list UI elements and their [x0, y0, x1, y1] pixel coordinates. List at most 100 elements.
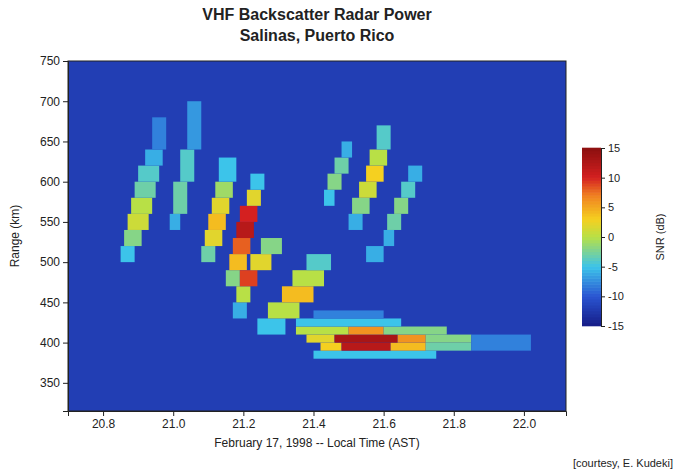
- heat-cell: [173, 182, 187, 214]
- colorbar-tick-label: 10: [608, 172, 620, 184]
- x-axis-title: February 17, 1998 -- Local Time (AST): [214, 436, 419, 450]
- heat-cell: [306, 335, 334, 343]
- plot-area: [68, 61, 566, 411]
- heat-cell: [342, 141, 353, 157]
- heat-cell: [426, 335, 472, 343]
- heat-cell: [124, 230, 142, 246]
- heat-cell: [121, 246, 135, 262]
- heat-cell: [366, 166, 384, 182]
- y-axis-tick-label: 500: [40, 255, 60, 269]
- heat-cell: [296, 327, 349, 335]
- x-axis-tick-label: 21.8: [443, 417, 467, 431]
- heat-cell: [250, 254, 271, 270]
- heat-cell: [321, 343, 342, 351]
- colorbar-axis-line: [602, 149, 606, 327]
- colorbar-tick: -5: [601, 261, 618, 273]
- x-axis-tick-label: 22.0: [513, 417, 537, 431]
- heat-cell: [229, 254, 247, 270]
- heat-cell: [268, 302, 300, 318]
- colorbar-tick-label: 5: [608, 201, 614, 213]
- y-axis-tick: 550: [40, 215, 68, 229]
- y-axis-tick-mark: [63, 302, 68, 303]
- colorbar-tick: 15: [601, 142, 620, 154]
- x-axis-tick-label: 20.8: [92, 417, 116, 431]
- heat-cell: [226, 270, 240, 286]
- colorbar-tick-label: -15: [608, 320, 624, 332]
- x-axis-tick: 22.0: [513, 411, 537, 431]
- heat-cell: [131, 198, 152, 214]
- x-axis-tick: 21.2: [232, 411, 256, 431]
- heat-cell: [352, 198, 370, 214]
- y-axis-tick-label: 650: [40, 135, 60, 149]
- colorbar-tick-mark: [601, 326, 605, 327]
- y-axis-tick-mark: [63, 101, 68, 102]
- heat-cell: [471, 335, 531, 351]
- colorbar-tick-label: -5: [608, 261, 618, 273]
- heat-cell: [205, 230, 223, 246]
- heat-cell: [233, 238, 251, 254]
- heat-cell: [138, 166, 159, 182]
- colorbar-tick-label: 0: [608, 231, 614, 243]
- heat-cell: [349, 214, 363, 230]
- x-axis-tick-mark: [313, 411, 314, 416]
- heat-cell: [324, 190, 335, 206]
- y-axis-tick: 750: [40, 54, 68, 68]
- x-axis-tick: 21.4: [302, 411, 326, 431]
- y-axis-tick-mark: [63, 61, 68, 62]
- x-axis: 20.8 21.0 21.2 21.4 21.6 21.8 22.0: [69, 411, 567, 431]
- y-axis-tick: 350: [40, 376, 68, 390]
- colorbar-tick-mark: [601, 267, 605, 268]
- colorbar-step: [582, 148, 601, 152]
- x-axis-tick: 21.6: [372, 411, 396, 431]
- heat-cell: [257, 318, 285, 334]
- colorbar-range: [582, 148, 583, 326]
- heat-cell: [208, 214, 226, 230]
- y-axis-tick: 400: [40, 336, 68, 350]
- x-axis-tick-mark: [103, 411, 104, 416]
- heat-cell: [215, 182, 233, 198]
- x-axis-tick: 21.0: [162, 411, 186, 431]
- colorbar-tick-mark: [601, 296, 605, 297]
- subtitle: Salinas, Puerto Rico: [240, 27, 395, 44]
- colorbar-tick: -15: [601, 320, 624, 332]
- heat-cell: [180, 150, 194, 182]
- heat-cell: [187, 101, 201, 149]
- x-axis-tick-mark: [243, 411, 244, 416]
- heat-cell: [236, 286, 250, 302]
- heat-cell: [135, 182, 156, 198]
- colorbar-tick-mark: [601, 207, 605, 208]
- y-axis-tick-label: 400: [40, 336, 60, 350]
- heat-cell: [212, 198, 230, 214]
- colorbar-tick-mark: [601, 178, 605, 179]
- heat-cell: [292, 270, 324, 286]
- heat-cell: [152, 117, 166, 149]
- x-axis-tick-mark: [384, 411, 385, 416]
- heat-cell: [233, 302, 247, 318]
- plot-frame: [68, 61, 566, 411]
- colorbar-tick-label: 15: [608, 142, 620, 154]
- y-axis-title: Range (km): [8, 205, 22, 268]
- heat-cell: [377, 125, 391, 149]
- y-axis-tick: 600: [40, 175, 68, 189]
- heat-cell: [236, 222, 254, 238]
- y-axis-tick-mark: [63, 343, 68, 344]
- heat-cell: [219, 158, 237, 182]
- colorbar-tick-mark: [601, 148, 605, 149]
- colorbar-tick-mark: [601, 237, 605, 238]
- y-axis-tick: 500: [40, 255, 68, 269]
- heat-cell: [384, 230, 395, 246]
- y-axis-line: [63, 62, 69, 412]
- heat-cell: [342, 343, 391, 351]
- y-axis-tick: 450: [40, 296, 68, 310]
- chart: 20.8 21.0 21.2 21.4 21.6 21.8 22.0 350 400 450 500…: [0, 0, 681, 475]
- heat-cell: [296, 318, 401, 326]
- y-axis-tick-label: 600: [40, 175, 60, 189]
- heat-cell: [335, 335, 398, 343]
- heat-cell: [306, 254, 331, 270]
- heat-cell: [426, 343, 472, 351]
- colorbar: [582, 148, 601, 327]
- heat-cell: [394, 198, 408, 214]
- y-axis-tick-label: 700: [40, 95, 60, 109]
- annotation: [courtesy, E. Kudeki]: [573, 457, 673, 469]
- heat-cell: [170, 214, 181, 230]
